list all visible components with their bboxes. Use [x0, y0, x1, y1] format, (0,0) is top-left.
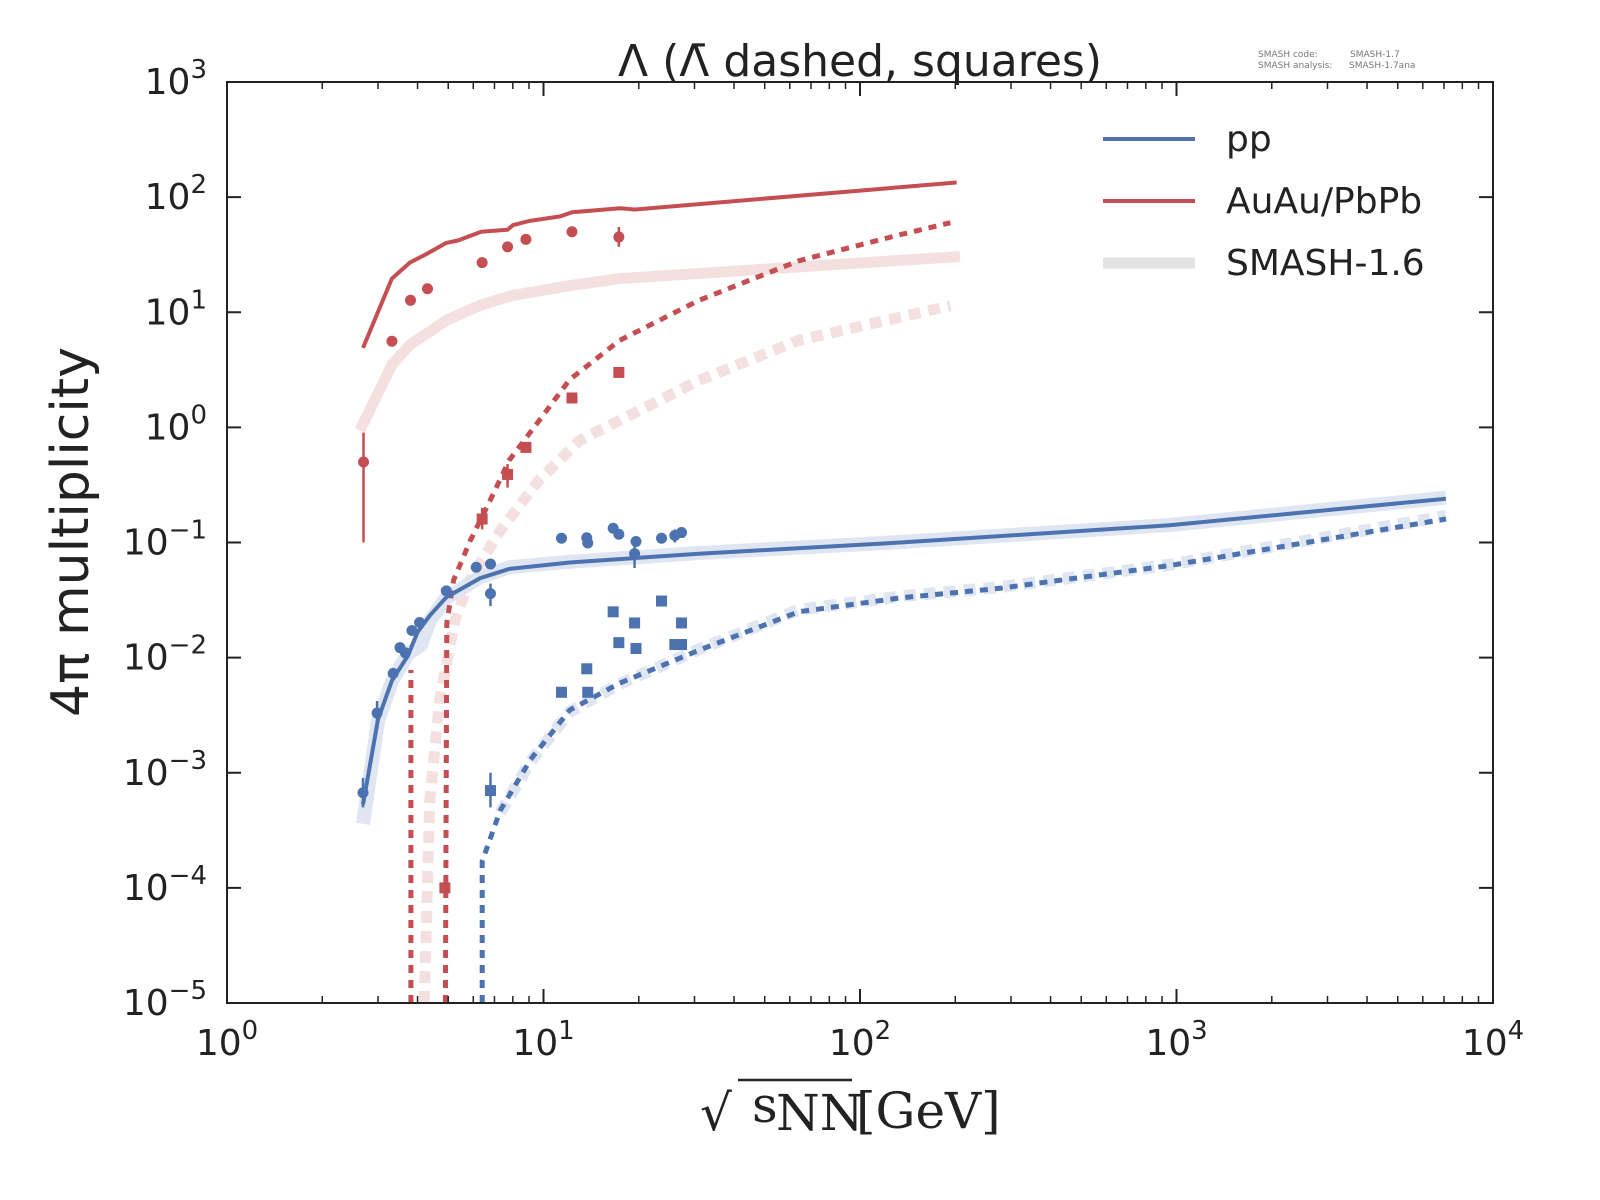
svg-text:SMASH-1.7: SMASH-1.7 [1350, 50, 1400, 60]
point-auau-data [405, 294, 417, 306]
point-auau-anti-data [502, 468, 514, 480]
series-lines [354, 180, 1447, 1003]
y-tick-label: 103 [145, 55, 207, 103]
point-auau-data [502, 241, 514, 253]
legend-label: pp [1226, 119, 1272, 160]
point-pp-anti-data [676, 639, 688, 651]
point-pp-anti-data [484, 785, 496, 797]
line-pp-smash-1-7-anti [479, 516, 1447, 1003]
point-pp-data [582, 537, 594, 549]
axis-ticks [226, 81, 1494, 1004]
point-pp-data [484, 588, 496, 600]
svg-text:NN: NN [776, 1084, 864, 1142]
point-pp-data [629, 548, 641, 560]
y-tick-label: 10−4 [123, 861, 207, 909]
point-auau-data [613, 231, 625, 243]
y-tick-label: 10−5 [123, 976, 207, 1024]
x-tick-label: 101 [512, 1016, 574, 1064]
y-tick-label: 102 [145, 170, 207, 218]
line-auau-smash-1-7-anti [442, 220, 951, 1003]
svg-text:√: √ [700, 1084, 732, 1142]
chart-title: Λ (Λ̄ dashed, squares) [618, 36, 1102, 87]
point-auau-data [421, 283, 433, 295]
svg-text:SMASH analysis:: SMASH analysis: [1258, 61, 1332, 71]
point-pp-data [656, 532, 668, 544]
point-pp-anti-data [581, 663, 593, 675]
point-pp-anti-data [582, 686, 594, 698]
point-pp-data [357, 787, 369, 799]
point-pp-data [630, 536, 642, 548]
point-pp-data [371, 707, 383, 719]
point-pp-anti-data [669, 639, 681, 651]
point-pp-anti-data [630, 643, 642, 655]
point-auau-anti-data [613, 366, 625, 378]
point-pp-data [387, 667, 399, 679]
point-pp-anti-data [656, 595, 668, 607]
svg-text:SMASH code:: SMASH code: [1258, 50, 1318, 60]
data-points [357, 226, 688, 894]
point-pp-anti-data [613, 637, 625, 649]
point-pp-data [440, 585, 452, 597]
legend-label: SMASH-1.6 [1226, 243, 1425, 284]
x-tick-label: 100 [196, 1016, 258, 1064]
legend-item-pp: pp [1103, 119, 1272, 160]
point-auau-data [520, 233, 532, 245]
x-tick-label: 104 [1462, 1016, 1524, 1064]
x-tick-label: 102 [829, 1016, 891, 1064]
y-tick-label: 101 [145, 285, 207, 333]
point-auau-data [566, 226, 578, 238]
legend: pp AuAu/PbPb SMASH-1.6 [1103, 119, 1425, 284]
point-auau-anti-data [520, 441, 532, 453]
line-auau-smash-1-7 [361, 180, 957, 349]
point-pp-data [556, 532, 568, 544]
y-tick-label: 10−3 [123, 746, 207, 794]
point-pp-data [484, 558, 496, 570]
tick-labels: 100 101 102 103 104 10−5 10−4 10−3 10−2 10−1 100 10… [123, 55, 1524, 1064]
point-pp-data [676, 527, 688, 539]
point-pp-data [613, 528, 625, 540]
y-axis-label: 4π multiplicity [41, 347, 101, 717]
point-pp-anti-data [607, 606, 619, 618]
point-auau-anti-data [566, 392, 578, 404]
version-annotation: SMASH code: SMASH-1.7 SMASH analysis: SM… [1258, 50, 1415, 71]
point-pp-anti-data [629, 617, 641, 629]
x-tick-label: 103 [1145, 1016, 1207, 1064]
point-auau-data [386, 335, 398, 347]
y-tick-label: 10−1 [123, 516, 207, 564]
point-pp-data [414, 616, 426, 628]
y-tick-label: 100 [145, 400, 207, 448]
svg-text:SMASH-1.7ana: SMASH-1.7ana [1349, 61, 1415, 71]
point-auau-data [358, 456, 370, 468]
svg-text:[GeV]: [GeV] [856, 1082, 1001, 1140]
legend-item-smash-1-6: SMASH-1.6 [1103, 243, 1425, 284]
point-pp-anti-data [676, 617, 688, 629]
point-pp-data [406, 625, 418, 637]
x-axis-label: √ s NN [GeV] [700, 1076, 1001, 1142]
point-auau-anti-data [476, 513, 488, 525]
legend-item-auau-pbpb: AuAu/PbPb [1103, 181, 1422, 222]
point-pp-data [470, 561, 482, 573]
point-pp-data [399, 647, 411, 659]
line-auau-smash-1-6 [354, 251, 961, 433]
legend-label: AuAu/PbPb [1226, 181, 1422, 222]
line-auau-smash-1-6-anti [418, 300, 952, 1003]
svg-text:s: s [752, 1076, 778, 1134]
y-tick-label: 10−2 [123, 631, 207, 679]
point-auau-data [476, 257, 488, 269]
point-auau-anti-data [439, 882, 451, 894]
point-pp-anti-data [556, 686, 568, 698]
